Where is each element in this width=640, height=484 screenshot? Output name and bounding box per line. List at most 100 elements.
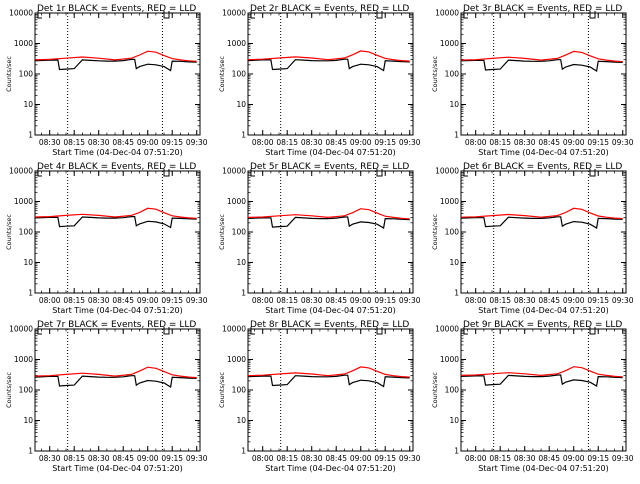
x-tick-label: 08:45	[325, 138, 347, 147]
series-line-lld	[460, 207, 623, 220]
y-tick-label: 1000	[227, 355, 246, 364]
series-line-lld	[247, 366, 410, 378]
plot-frame	[34, 12, 201, 136]
bracket-marker-icon	[37, 327, 42, 335]
y-tick-label: 1	[454, 131, 459, 140]
bracket-marker-icon	[163, 169, 170, 177]
y-axis-label: Counts/sec	[218, 56, 226, 92]
x-tick-label: 08:15	[489, 454, 511, 463]
x-tick-label: 08:15	[276, 296, 298, 305]
x-tick-label: 09:00	[563, 454, 585, 463]
x-tick-label: 08:00	[465, 138, 487, 147]
bracket-marker-icon	[463, 327, 468, 335]
x-tick-label: 09:30	[186, 138, 208, 147]
panel-5: Det 5r BLACK = Events, RED = LLD 1 10 100 10…	[218, 162, 421, 315]
x-tick-label: 08:00	[465, 296, 487, 305]
panel-1: Det 1r BLACK = Events, RED = LLD 1 10 100 10…	[5, 4, 208, 157]
x-tick-label: 09:30	[186, 296, 208, 305]
x-tick-label: 08:45	[325, 454, 347, 463]
bracket-marker-icon	[37, 11, 42, 19]
x-axis-label: Start Time (04-Dec-04 07:51:20)	[52, 464, 183, 473]
x-tick-label: 08:00	[252, 454, 274, 463]
x-tick-label: 08:00	[39, 296, 61, 305]
y-axis-label: Counts/sec	[5, 372, 13, 408]
y-axis-label: Counts/sec	[5, 214, 13, 250]
y-tick-label: 1	[241, 447, 246, 456]
x-tick-label: 09:30	[612, 296, 634, 305]
x-tick-label: 08:15	[276, 454, 298, 463]
x-tick-label: 08:15	[276, 138, 298, 147]
y-tick-label: 10	[23, 258, 33, 267]
y-tick-label: 100	[232, 386, 247, 395]
y-tick-label: 10	[23, 416, 33, 425]
panel-3: Det 3r BLACK = Events, RED = LLD 1 10 100 10…	[431, 4, 634, 157]
x-tick-label: 08:30	[39, 138, 61, 147]
x-tick-label: 09:30	[399, 454, 421, 463]
panel-title: Det 5r BLACK = Events, RED = LLD	[250, 162, 409, 172]
y-axis-label: Counts/sec	[218, 214, 226, 250]
bracket-marker-icon	[250, 11, 255, 19]
series-line-lld	[34, 207, 197, 219]
x-tick-label: 08:45	[112, 454, 134, 463]
y-tick-label: 10000	[9, 9, 33, 18]
series-line-lld	[460, 366, 623, 378]
plot-frame	[460, 12, 627, 136]
y-tick-label: 10	[236, 100, 246, 109]
plot-frame	[247, 170, 414, 294]
x-tick-label: 08:30	[301, 138, 323, 147]
y-tick-label: 10000	[435, 325, 459, 334]
bracket-marker-icon	[463, 169, 468, 177]
y-tick-label: 10	[449, 258, 459, 267]
panel-title: Det 1r BLACK = Events, RED = LLD	[37, 4, 196, 14]
y-tick-label: 1000	[227, 197, 246, 206]
x-tick-label: 09:00	[137, 296, 159, 305]
x-tick-label: 08:45	[112, 138, 134, 147]
series-line-events	[34, 58, 197, 72]
x-tick-label: 09:00	[563, 296, 585, 305]
panel-title: Det 3r BLACK = Events, RED = LLD	[463, 4, 622, 14]
x-tick-label: 09:15	[587, 296, 609, 305]
series-line-events	[460, 374, 623, 387]
x-tick-label: 09:15	[161, 454, 183, 463]
y-tick-label: 100	[19, 228, 34, 237]
x-tick-label: 08:15	[489, 296, 511, 305]
x-tick-label: 09:15	[587, 454, 609, 463]
series-line-events	[460, 59, 623, 72]
x-axis-label: Start Time (04-Dec-04 07:51:20)	[52, 306, 183, 315]
x-tick-label: 09:30	[612, 138, 634, 147]
x-tick-label: 09:30	[399, 138, 421, 147]
x-tick-label: 08:30	[301, 454, 323, 463]
x-tick-label: 09:15	[587, 138, 609, 147]
bracket-marker-icon	[589, 169, 596, 177]
x-axis-label: Start Time (04-Dec-04 07:51:20)	[478, 464, 609, 473]
y-tick-label: 10000	[435, 9, 459, 18]
y-axis-label: Counts/sec	[218, 372, 226, 408]
x-tick-label: 08:45	[112, 296, 134, 305]
y-tick-label: 1000	[227, 39, 246, 48]
y-tick-label: 10000	[222, 9, 246, 18]
x-tick-label: 08:30	[88, 454, 110, 463]
x-tick-label: 08:45	[325, 296, 347, 305]
y-tick-label: 1	[241, 131, 246, 140]
bracket-marker-icon	[37, 169, 42, 177]
x-axis-label: Start Time (04-Dec-04 07:51:20)	[52, 148, 183, 157]
y-tick-label: 10	[236, 416, 246, 425]
x-axis-label: Start Time (04-Dec-04 07:51:20)	[478, 306, 609, 315]
y-tick-label: 10000	[9, 167, 33, 176]
bracket-marker-icon	[163, 327, 170, 335]
y-tick-label: 100	[445, 70, 460, 79]
series-line-events	[34, 375, 197, 388]
bracket-marker-icon	[250, 169, 255, 177]
y-tick-label: 1	[454, 447, 459, 456]
x-tick-label: 08:30	[39, 454, 61, 463]
y-tick-label: 10000	[222, 325, 246, 334]
y-tick-label: 1000	[14, 39, 33, 48]
y-tick-label: 1000	[14, 197, 33, 206]
y-tick-label: 100	[19, 70, 34, 79]
y-tick-label: 1	[28, 131, 33, 140]
series-line-events	[247, 58, 410, 72]
x-tick-label: 09:00	[350, 138, 372, 147]
series-line-lld	[34, 366, 197, 379]
x-axis-label: Start Time (04-Dec-04 07:51:20)	[265, 464, 396, 473]
